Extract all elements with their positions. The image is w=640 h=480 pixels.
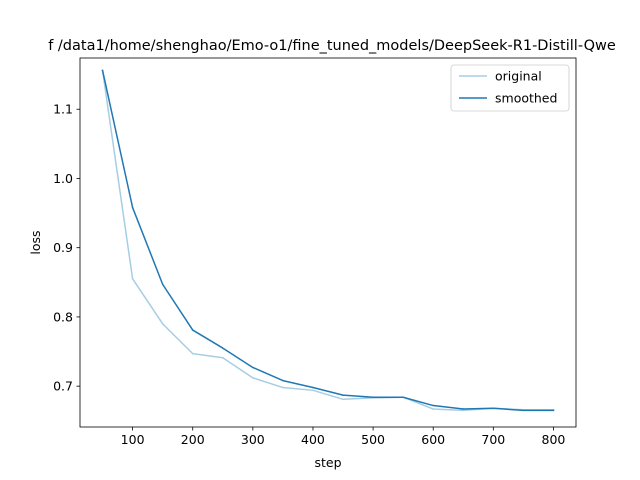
plot-area (101, 69, 555, 412)
series-line-original (101, 69, 555, 412)
x-tick-label: 500 (361, 432, 385, 447)
chart-title: f /data1/home/shenghao/Emo-o1/fine_tuned… (48, 38, 616, 54)
data-point-smoothed (522, 409, 525, 412)
x-axis: 100 200 300 400 500 600 700 800 (121, 427, 566, 447)
data-point-original (131, 278, 134, 280)
x-tick-label: 700 (481, 432, 505, 447)
y-tick-label: 1.1 (53, 102, 73, 117)
data-point-smoothed (101, 69, 104, 72)
x-tick-label: 100 (121, 432, 145, 447)
data-point-original (432, 408, 434, 410)
data-point-original (282, 386, 284, 389)
data-point-original (462, 409, 465, 412)
data-point-smoothed (402, 396, 404, 398)
data-point-original (191, 352, 194, 355)
data-point-smoothed (252, 366, 254, 369)
data-point-original (252, 377, 254, 379)
legend: original smoothed (450, 64, 570, 112)
x-tick-label: 200 (181, 432, 205, 447)
data-point-original (342, 398, 344, 401)
data-point-smoothed (342, 394, 344, 396)
data-point-original (222, 357, 224, 359)
x-axis-label: step (314, 455, 341, 470)
y-tick-label: 0.7 (53, 379, 73, 394)
data-point-smoothed (312, 386, 314, 389)
data-point-smoothed (492, 407, 495, 410)
data-point-smoothed (372, 396, 374, 398)
data-point-smoothed (282, 379, 284, 382)
x-tick-label: 800 (542, 432, 566, 447)
x-tick-label: 400 (301, 432, 325, 447)
data-point-original (161, 323, 164, 325)
y-tick-label: 0.8 (53, 309, 73, 324)
x-tick-label: 600 (421, 432, 445, 447)
data-point-smoothed (552, 409, 555, 412)
data-point-smoothed (222, 347, 224, 349)
y-tick-label: 0.9 (53, 240, 73, 255)
data-point-smoothed (462, 408, 465, 410)
legend-label-original: original (495, 69, 542, 84)
x-tick-label: 300 (241, 432, 265, 447)
y-tick-label: 1.0 (53, 171, 73, 186)
axes-frame (79, 57, 577, 428)
legend-label-smoothed: smoothed (495, 91, 557, 106)
data-point-smoothed (191, 329, 194, 331)
y-axis-label: loss (28, 230, 43, 254)
data-point-smoothed (161, 283, 164, 286)
data-point-smoothed (131, 206, 134, 209)
series-line-smoothed (101, 69, 555, 412)
data-point-smoothed (432, 404, 434, 407)
y-axis: 0.7 0.8 0.9 1.0 1.1 (53, 102, 80, 394)
data-point-original (312, 389, 314, 392)
